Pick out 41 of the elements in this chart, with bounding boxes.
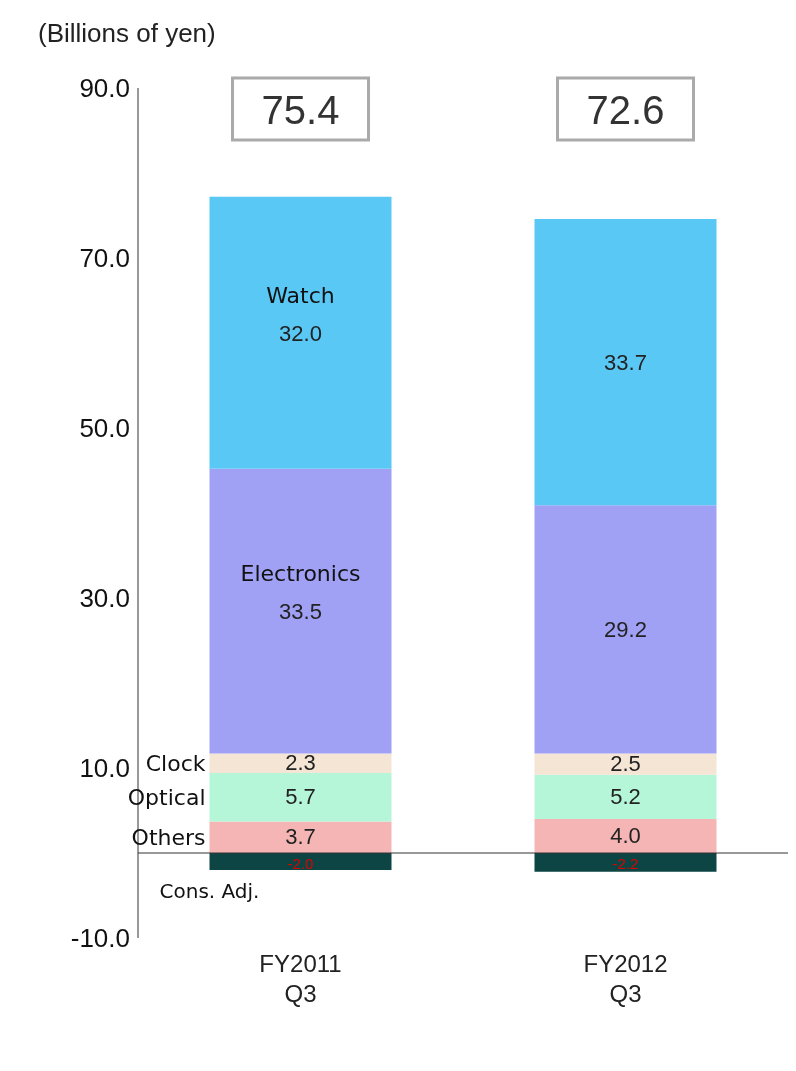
data-label: 29.2: [604, 617, 647, 643]
bar: [209, 753, 392, 774]
x-tick-label: FY2012 Q3: [583, 950, 668, 1007]
data-label: -2.2: [612, 855, 639, 873]
data-label: 5.7: [285, 784, 316, 810]
total-label: 75.4: [261, 88, 340, 132]
bar: [534, 218, 717, 506]
bar: [534, 819, 717, 853]
series-label: Clock: [145, 751, 206, 777]
data-label: 2.3: [285, 750, 316, 776]
series-label: Cons. Adj.: [159, 879, 260, 903]
bar: [209, 773, 392, 822]
bar: [534, 505, 717, 754]
data-label: 33.7: [604, 350, 647, 376]
y-tick-label: 90.0: [79, 73, 130, 104]
bar: [209, 196, 392, 469]
data-label: 3.7: [285, 824, 316, 850]
y-tick-label: 70.0: [79, 243, 130, 274]
series-label: Others: [131, 825, 206, 851]
bar: [534, 774, 717, 819]
data-label: 33.5: [279, 599, 322, 625]
data-label: 4.0: [610, 823, 641, 848]
bar: [534, 753, 717, 775]
data-label: -2.0: [287, 854, 314, 872]
y-tick-label: 10.0: [79, 753, 130, 784]
y-tick-label: 30.0: [79, 583, 130, 614]
series-label: Optical: [127, 785, 206, 811]
data-label: 5.2: [610, 783, 641, 809]
data-label: 32.0: [279, 320, 322, 346]
bar: [209, 853, 392, 870]
x-tick-label: FY2011 Q3: [259, 950, 342, 1007]
bar: [534, 853, 717, 872]
bar: [209, 821, 392, 853]
y-tick-label: -10.0: [70, 923, 130, 954]
series-label: Watch: [266, 282, 335, 308]
total-label: 72.6: [586, 88, 665, 132]
bar: [209, 468, 392, 754]
y-axis-title: (Billions of yen): [38, 18, 216, 49]
data-label: 2.5: [610, 751, 641, 777]
series-label: Electronics: [240, 561, 361, 587]
y-tick-label: 50.0: [79, 413, 130, 444]
